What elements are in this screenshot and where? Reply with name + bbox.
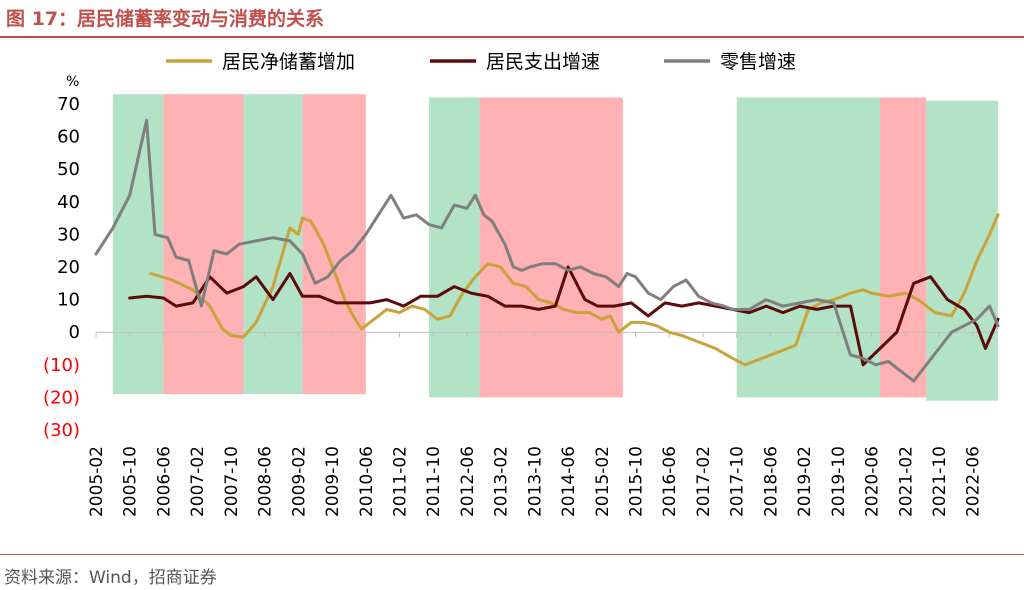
band-green-6 — [736, 97, 880, 398]
band-green-8 — [926, 100, 998, 401]
legend-label-2: 居民支出增速 — [486, 51, 600, 73]
band-green-0 — [112, 94, 164, 395]
x-tick-label: 2013-10 — [525, 446, 545, 517]
y-tick-label: (10) — [43, 355, 80, 376]
y-unit-label: % — [66, 74, 79, 90]
y-tick-label: 70 — [57, 94, 80, 115]
y-tick-label: 30 — [57, 224, 80, 245]
x-tick-label: 2006-06 — [154, 446, 174, 517]
series-lines — [94, 118, 1000, 383]
source-note: 资料来源：Wind，招商证券 — [4, 568, 217, 588]
x-tick-label: 2014-06 — [559, 446, 579, 517]
band-red-3 — [302, 94, 366, 395]
x-tick-label: 2018-06 — [761, 446, 781, 517]
band-red-5 — [479, 97, 623, 398]
y-tick-label: (30) — [43, 420, 80, 441]
x-tick-label: 2022-06 — [964, 446, 984, 517]
series-line-1 — [149, 213, 1000, 367]
x-tick-label: 2016-06 — [660, 446, 680, 517]
y-tick-label: 10 — [57, 290, 80, 311]
x-tick-label: 2015-02 — [593, 446, 613, 517]
figure-title: 图 17：居民储蓄率变动与消费的关系 — [6, 8, 325, 30]
x-tick-label: 2012-06 — [458, 446, 478, 517]
x-tick-label: 2007-02 — [188, 446, 208, 517]
y-tick-label: 20 — [57, 257, 80, 278]
legend-label-1: 居民净储蓄增加 — [222, 51, 355, 73]
band-red-1 — [163, 94, 244, 395]
x-tick-label: 2021-02 — [896, 446, 916, 517]
x-tick-label: 2017-10 — [728, 446, 748, 517]
x-tick-label: 2008-06 — [256, 446, 276, 517]
x-tick-label: 2009-10 — [323, 446, 343, 517]
x-tick-label: 2007-10 — [222, 446, 242, 517]
y-tick-label: 0 — [69, 322, 80, 343]
x-tick-label: 2005-02 — [87, 446, 107, 517]
title-divider — [0, 36, 1024, 38]
y-tick-label: 40 — [57, 192, 80, 213]
x-tick-label: 2019-02 — [795, 446, 815, 517]
x-tick-label: 2021-10 — [930, 446, 950, 517]
series-line-3 — [94, 118, 1000, 383]
x-tick-label: 2020-06 — [863, 446, 883, 517]
x-tick-label: 2013-02 — [492, 446, 512, 517]
x-tick-label: 2019-10 — [829, 446, 849, 517]
legend: 居民净储蓄增加 居民支出增速 零售增速 — [166, 51, 796, 73]
x-tick-label: 2015-10 — [627, 446, 647, 517]
x-tick-label: 2011-10 — [424, 446, 444, 517]
x-tick-label: 2017-02 — [694, 446, 714, 517]
legend-label-3: 零售增速 — [720, 51, 796, 73]
source-divider — [0, 554, 1024, 555]
series-line-2 — [128, 265, 1000, 367]
x-tick-label: 2009-02 — [289, 446, 309, 517]
y-tick-label: 60 — [57, 127, 80, 148]
y-tick-label: 50 — [57, 159, 80, 180]
y-tick-label: (20) — [43, 387, 80, 408]
shaded-bands — [112, 94, 998, 401]
band-red-7 — [879, 97, 927, 398]
band-green-4 — [428, 97, 480, 398]
x-tick-label: 2010-06 — [357, 446, 377, 517]
x-tick-label: 2011-02 — [390, 446, 410, 517]
x-tick-label: 2005-10 — [121, 446, 141, 517]
